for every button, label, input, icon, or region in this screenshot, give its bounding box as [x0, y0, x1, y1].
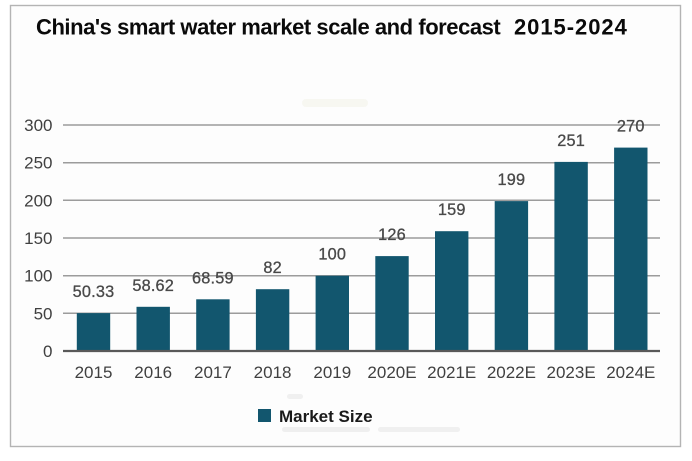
- svg-text:0: 0: [43, 342, 52, 361]
- svg-text:2022E: 2022E: [487, 363, 536, 382]
- svg-text:82: 82: [263, 259, 282, 277]
- svg-text:68.59: 68.59: [192, 269, 234, 287]
- svg-text:2015: 2015: [75, 363, 113, 382]
- svg-text:2023E: 2023E: [547, 363, 596, 382]
- svg-text:199: 199: [498, 171, 526, 189]
- svg-text:126: 126: [378, 226, 406, 244]
- svg-text:2024E: 2024E: [606, 363, 655, 382]
- svg-text:58.62: 58.62: [132, 277, 174, 295]
- svg-text:2018: 2018: [254, 363, 292, 382]
- svg-text:2021E: 2021E: [427, 363, 476, 382]
- svg-text:2015-2024: 2015-2024: [514, 15, 628, 40]
- svg-text:50: 50: [34, 304, 53, 323]
- svg-text:159: 159: [438, 201, 466, 219]
- svg-text:Market Size: Market Size: [279, 407, 373, 426]
- svg-text:100: 100: [24, 267, 52, 286]
- svg-text:2017: 2017: [194, 363, 232, 382]
- svg-text:China's smart water market sca: China's smart water market scale and for…: [36, 15, 501, 40]
- svg-text:251: 251: [557, 132, 585, 150]
- svg-text:200: 200: [24, 191, 52, 210]
- svg-text:2016: 2016: [134, 363, 172, 382]
- svg-text:2020E: 2020E: [367, 363, 416, 382]
- svg-text:270: 270: [617, 118, 645, 136]
- svg-text:150: 150: [24, 229, 52, 248]
- svg-text:300: 300: [24, 116, 52, 135]
- svg-text:250: 250: [24, 154, 52, 173]
- svg-text:2019: 2019: [313, 363, 351, 382]
- svg-text:100: 100: [318, 246, 346, 264]
- svg-text:50.33: 50.33: [73, 283, 115, 301]
